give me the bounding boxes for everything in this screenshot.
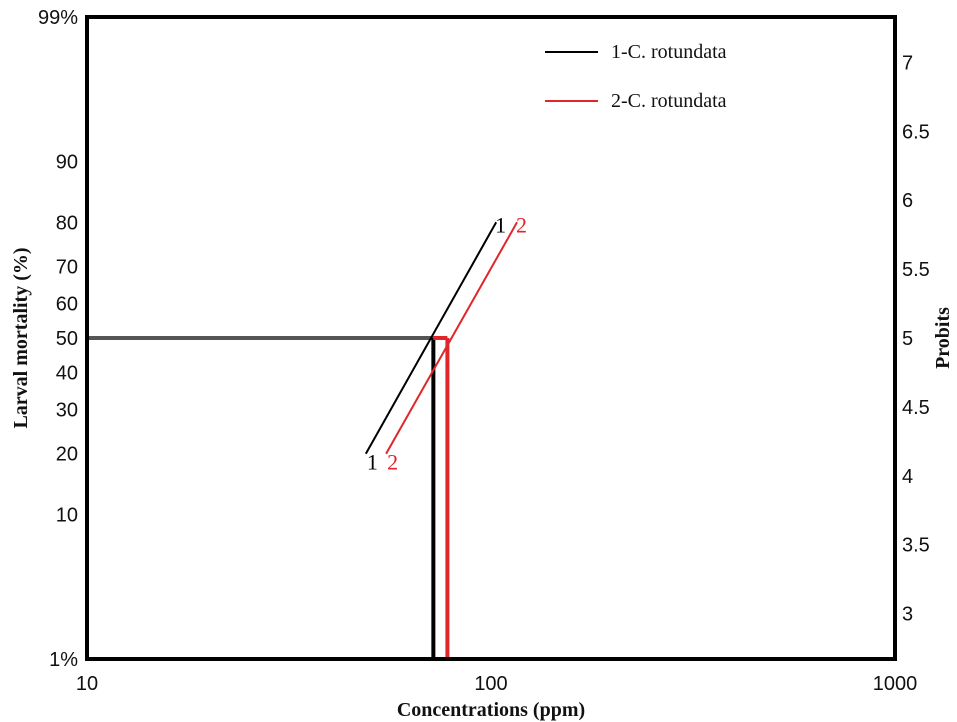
y-axis-label-left: Larval mortality (%) [10,247,32,428]
right-tick-label: 6 [902,190,913,212]
legend: 1-C. rotundata 2-C. rotundata [545,41,727,112]
right-tick-label: 4.5 [902,397,930,419]
series-marker-1-start: 1 [367,450,378,475]
legend-label-2: 2-C. rotundata [611,90,727,112]
right-tick-label: 5 [902,328,913,350]
left-tick-label: 50 [56,328,78,350]
series-marker-2-start: 2 [387,450,398,475]
left-tick-label: 20 [56,444,78,466]
left-tick-label: 1% [49,649,78,671]
series-line-1 [364,221,498,455]
left-tick-label: 90 [56,152,78,174]
x-tick-label: 10 [76,673,98,695]
x-tick-label: 1000 [873,673,918,695]
legend-label-1: 1-C. rotundata [611,41,727,63]
left-tick-label: 30 [56,400,78,422]
series-line-2 [385,221,518,455]
right-tick-label: 3 [902,604,913,626]
right-tick-label: 3.5 [902,535,930,557]
left-tick-label: 40 [56,362,78,384]
series-marker-2-end: 2 [516,212,527,237]
left-tick-label: 70 [56,256,78,278]
tick-labels: 99%9080706050403020101%33.544.555.566.57… [38,7,930,695]
series-marker-1-end: 1 [495,212,506,237]
left-tick-label: 99% [38,7,78,29]
right-tick-label: 4 [902,466,913,488]
right-tick-label: 7 [902,52,913,74]
y-axis-label-right: Probits [932,307,954,369]
left-tick-label: 60 [56,294,78,316]
x-axis-label: Concentrations (ppm) [397,699,585,721]
right-tick-label: 5.5 [902,259,930,281]
x-tick-label: 100 [474,673,507,695]
plot-frame [85,15,897,661]
left-tick-label: 80 [56,212,78,234]
right-tick-label: 6.5 [902,121,930,143]
left-tick-label: 10 [56,504,78,526]
